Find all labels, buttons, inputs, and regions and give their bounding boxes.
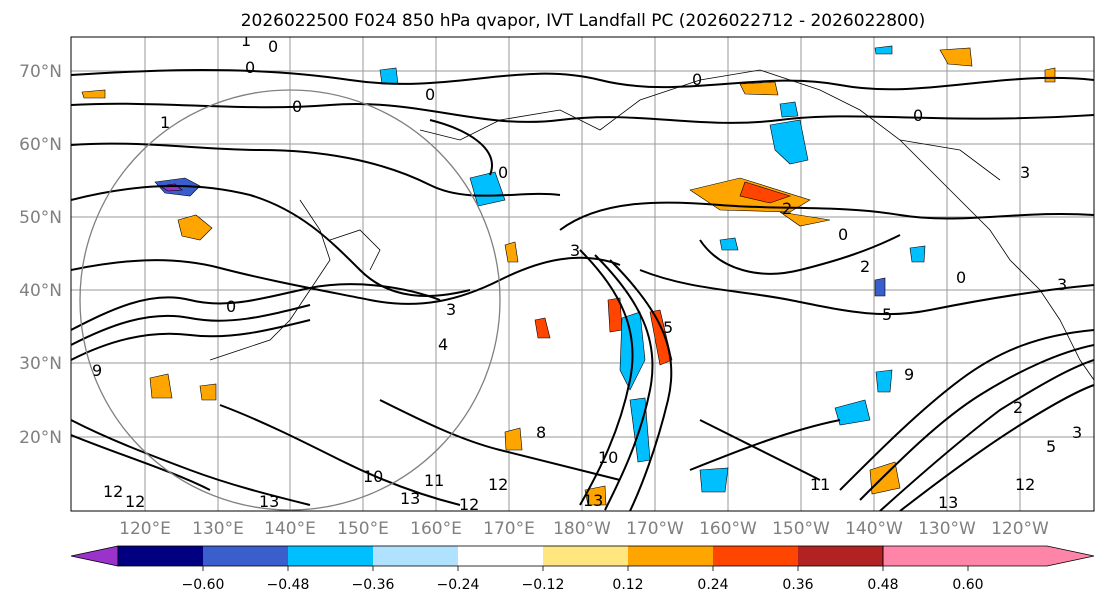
contour-label: 2 <box>860 257 870 276</box>
colorbar-segment <box>288 546 373 566</box>
lon-label: 170°W <box>626 519 684 539</box>
lon-label: 160°W <box>699 519 757 539</box>
map-content: 1 0 0 0 0 1 0 0 0 3 2 2 0 0 0 3 4 5 3 5 <box>71 31 1094 514</box>
contour-label: 0 <box>498 163 508 182</box>
contour-label: 1 <box>241 31 251 50</box>
colorbar-tick-label: 0.12 <box>612 577 643 593</box>
colorbar-frame <box>117 545 884 567</box>
colorbar-segment <box>458 546 543 566</box>
colorbar-tick-label: −0.12 <box>522 577 565 593</box>
contour-label: 0 <box>245 58 255 77</box>
contour-label: 0 <box>268 37 278 56</box>
longitude-labels: 120°E 130°E 140°E 150°E 160°E 170°E 180°… <box>119 519 1049 539</box>
colorbar-tick-label: 0.24 <box>697 577 728 593</box>
colorbar-ticks <box>202 566 969 571</box>
colorbar-segment <box>628 546 713 566</box>
lat-label: 20°N <box>19 428 62 448</box>
contour-label: 0 <box>956 268 966 287</box>
contour-label: 5 <box>882 305 892 324</box>
colorbar-extend-high <box>882 545 1095 567</box>
contour-label: 12 <box>488 475 508 494</box>
contour-label: 4 <box>438 335 448 354</box>
contour-label: 3 <box>1057 275 1067 294</box>
lon-label: 150°W <box>772 519 830 539</box>
ivt-contours <box>71 69 1094 511</box>
colorbar-segment <box>203 546 288 566</box>
contour-label: 9 <box>92 361 102 380</box>
colorbar-tick-labels: −0.60 −0.48 −0.36 −0.24 −0.12 0.12 0.24 … <box>182 577 984 593</box>
contour-label: 3 <box>1020 163 1030 182</box>
contour-label: 13 <box>583 491 603 510</box>
contour-label: 3 <box>1072 423 1082 442</box>
contour-label: 11 <box>424 471 444 490</box>
lon-label: 140°W <box>845 519 903 539</box>
colorbar-tick-label: −0.60 <box>182 577 225 593</box>
lon-label: 120°E <box>119 519 171 539</box>
contour-label: 0 <box>838 225 848 244</box>
colorbar-tick-label: −0.24 <box>437 577 480 593</box>
contour-label: 0 <box>226 297 236 316</box>
contour-label: 0 <box>913 106 923 125</box>
contour-label: 2 <box>782 199 792 218</box>
contour-label: 12 <box>103 482 123 501</box>
colorbar-segment <box>798 546 883 566</box>
lat-label: 40°N <box>19 281 62 301</box>
contour-label: 10 <box>598 448 618 467</box>
contour-label: 3 <box>570 241 580 260</box>
lon-label: 130°E <box>192 519 244 539</box>
lon-label: 150°E <box>337 519 389 539</box>
contour-label: 2 <box>1013 398 1023 417</box>
map-panel: 1 0 0 0 0 1 0 0 0 3 2 2 0 0 0 3 4 5 3 5 <box>70 31 1095 514</box>
colorbar-segment <box>713 546 798 566</box>
contour-label: 10 <box>363 467 383 486</box>
colorbar-segment <box>543 546 628 566</box>
contour-label: 1 <box>160 113 170 132</box>
contour-label: 12 <box>125 492 145 511</box>
map-title: 2026022500 F024 850 hPa qvapor, IVT Land… <box>241 11 926 31</box>
colorbar-tick-label: 0.36 <box>782 577 813 593</box>
contour-label: 9 <box>904 365 914 384</box>
lat-label: 50°N <box>19 208 62 228</box>
lon-label: 170°E <box>483 519 535 539</box>
contour-labels: 1 0 0 0 0 1 0 0 0 3 2 2 0 0 0 3 4 5 3 5 <box>92 31 1082 514</box>
contour-label: 12 <box>459 495 479 514</box>
colorbar-tick-label: 0.48 <box>867 577 898 593</box>
lon-label: 140°E <box>264 519 316 539</box>
range-circle <box>79 89 501 511</box>
contour-label: 5 <box>663 318 673 337</box>
contour-label: 8 <box>536 423 546 442</box>
contour-label: 13 <box>259 492 279 511</box>
colorbar: −0.60 −0.48 −0.36 −0.24 −0.12 0.12 0.24 … <box>70 545 1095 593</box>
contour-label: 0 <box>425 85 435 104</box>
latitude-labels: 70°N 60°N 50°N 40°N 30°N 20°N <box>19 62 62 448</box>
lat-label: 30°N <box>19 354 62 374</box>
contour-label: 0 <box>292 97 302 116</box>
contour-label: 3 <box>446 300 456 319</box>
lat-label: 70°N <box>19 62 62 82</box>
lon-label: 160°E <box>410 519 462 539</box>
colorbar-tick-label: 0.60 <box>952 577 983 593</box>
colorbar-segment <box>118 546 203 566</box>
colorbar-segment <box>373 546 458 566</box>
lon-label: 120°W <box>991 519 1049 539</box>
lon-label: 180°W <box>553 519 611 539</box>
contour-label: 0 <box>692 70 702 89</box>
lon-label: 130°W <box>918 519 976 539</box>
colorbar-extend-low <box>70 545 119 567</box>
colorbar-tick-label: −0.36 <box>352 577 395 593</box>
map-frame <box>70 36 1095 512</box>
contour-label: 5 <box>1046 437 1056 456</box>
contour-label: 12 <box>1015 475 1035 494</box>
lat-label: 60°N <box>19 135 62 155</box>
contour-label: 13 <box>400 489 420 508</box>
contour-label: 13 <box>938 493 958 512</box>
colorbar-tick-label: −0.48 <box>267 577 310 593</box>
contour-label: 11 <box>810 475 830 494</box>
